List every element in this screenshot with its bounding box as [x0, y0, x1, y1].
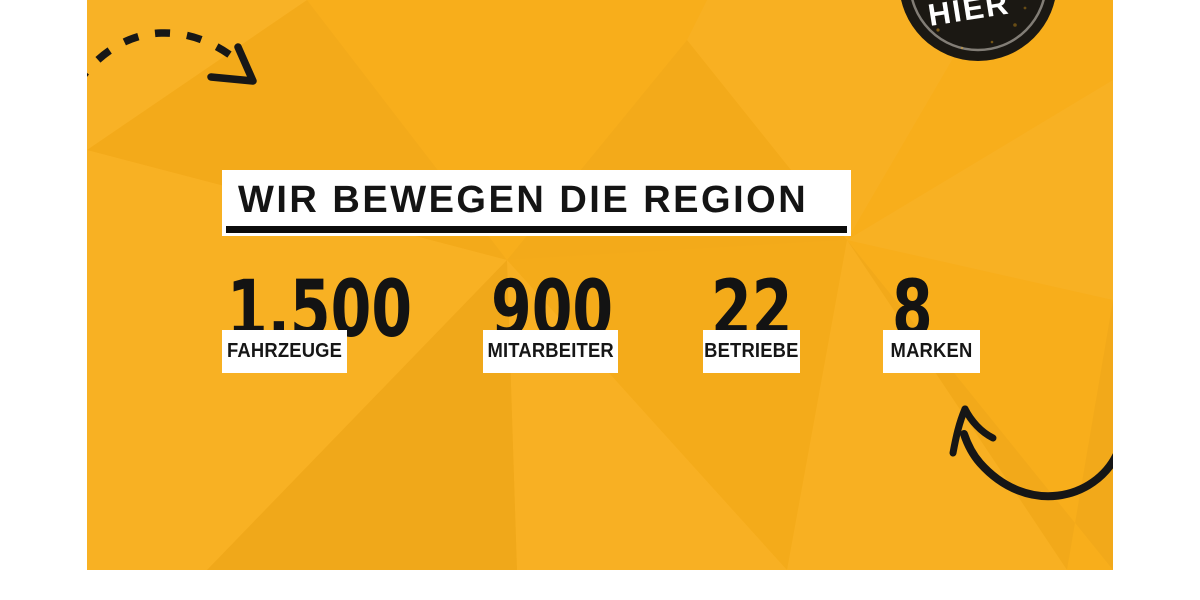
- dashed-arrow-icon: [87, 29, 257, 85]
- banner-panel: HIER WIR BEWEGEN DIE REGION 1.500 FAHRZE…: [87, 0, 1113, 570]
- heading-box: WIR BEWEGEN DIE REGION: [222, 170, 851, 236]
- stat-label-betriebe: BETRIEBE: [704, 340, 799, 362]
- stat-label-box-mitarbeiter: MITARBEITER: [483, 330, 618, 373]
- stat-label-box-betriebe: BETRIEBE: [703, 330, 800, 373]
- hier-badge: HIER: [901, 0, 1055, 61]
- stat-label-mitarbeiter: MITARBEITER: [487, 340, 614, 362]
- stat-label-box-marken: MARKEN: [883, 330, 980, 373]
- stat-label-box-fahrzeuge: FAHRZEUGE: [222, 330, 347, 373]
- stat-label-marken: MARKEN: [890, 340, 973, 362]
- badge-label: HIER: [926, 0, 1013, 33]
- stat-label-fahrzeuge: FAHRZEUGE: [226, 340, 343, 362]
- page-title: WIR BEWEGEN DIE REGION: [238, 179, 809, 221]
- heading-underline: [226, 226, 847, 233]
